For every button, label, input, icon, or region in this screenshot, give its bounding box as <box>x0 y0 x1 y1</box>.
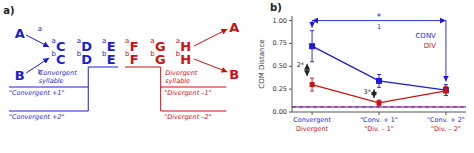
level-label: "Convergent +1" <box>9 89 65 97</box>
y-tick-label: 1.00 <box>273 17 287 25</box>
level-label: "Convergent +2" <box>9 113 65 121</box>
y-tick-label: 0.00 <box>273 108 287 116</box>
significance-mark: 2* <box>297 61 305 69</box>
divergence-arrow <box>194 59 227 72</box>
y-axis <box>292 16 293 112</box>
source-letter: B <box>15 68 25 83</box>
convergence-arrow <box>26 35 49 47</box>
y-tick <box>289 43 292 44</box>
syllable-letter: D <box>81 52 92 67</box>
target-letter: B <box>229 67 239 82</box>
bracket-line <box>9 87 88 88</box>
x-tick-label: "Conv. + 2" <box>427 116 465 124</box>
error-bar <box>377 75 381 88</box>
error-bar <box>377 100 381 105</box>
panel-b: b) COM Distance 0.00 0.25 0.50 0.75 1.00 Conver… <box>258 2 466 133</box>
caption: syllable <box>39 77 64 85</box>
divergence-arrow <box>194 29 227 46</box>
y-tick <box>289 89 292 90</box>
significance-arrow <box>445 21 446 82</box>
target-letter: A <box>229 20 239 35</box>
bracket-line <box>9 111 88 112</box>
point <box>310 82 315 87</box>
y-tick <box>289 112 292 113</box>
panel-label: b) <box>270 2 282 13</box>
plot-data <box>292 31 466 107</box>
error-bar <box>444 85 448 96</box>
point <box>443 88 448 93</box>
y-tick-label: 0.25 <box>273 85 287 93</box>
baseline <box>292 106 466 107</box>
bracket-line <box>88 67 89 111</box>
bracket-line <box>88 67 118 68</box>
bracket-line <box>125 67 161 68</box>
syllable-letter: C <box>56 52 66 67</box>
y-tick <box>289 20 292 21</box>
level-label: "Divergent –2" <box>164 113 212 121</box>
significance-bracket <box>307 64 308 76</box>
significance-arrow <box>312 21 313 28</box>
series-line <box>312 46 446 90</box>
syllable-letter: F <box>130 52 139 67</box>
y-tick-label: 0.75 <box>273 39 287 47</box>
caption: syllable <box>165 77 190 85</box>
figure: a)ABabaCbCaDbDaEbEConvergentsyllable"Con… <box>0 0 474 153</box>
x-tick <box>312 112 313 115</box>
x-tick-label: Convergent <box>293 116 331 124</box>
error-bar <box>310 31 314 62</box>
y-tick <box>289 66 292 67</box>
x-tick-label: Divergent <box>296 125 328 133</box>
significance-label: 1 <box>377 23 381 31</box>
bracket-line <box>160 67 161 111</box>
point <box>309 43 315 49</box>
syllable-letter: G <box>155 52 166 67</box>
x-tick-label: "Div. – 1" <box>364 125 394 133</box>
caption: Divergent <box>165 69 198 77</box>
y-tick-label: 0.50 <box>273 62 287 70</box>
error-bar <box>310 78 314 91</box>
x-tick-label: "Conv. + 1" <box>360 116 398 124</box>
axis-label: COM Distance <box>258 39 266 88</box>
syllable-letter: H <box>180 52 191 67</box>
x-tick-label: "Div. – 2" <box>431 125 461 133</box>
panel-a: a)ABabaCbCaDbDaEbEConvergentsyllable"Con… <box>3 5 239 121</box>
point <box>377 100 382 105</box>
significance-mark: * <box>377 12 382 22</box>
significance-bracket <box>374 89 375 98</box>
legend-entry: CONV <box>415 32 436 40</box>
error-bar <box>444 86 448 95</box>
arrow-label: a <box>38 25 42 33</box>
bracket-line <box>161 111 227 112</box>
x-tick <box>445 112 446 115</box>
level-label: "Divergent –1" <box>164 89 212 97</box>
caption: Convergent <box>39 69 77 77</box>
baseline <box>292 106 466 107</box>
bracket-line <box>161 87 227 88</box>
x-tick <box>379 112 380 115</box>
syllable-letter: E <box>107 52 116 67</box>
point <box>376 78 382 84</box>
legend-entry: DIV <box>424 42 436 50</box>
source-letter: A <box>15 26 25 41</box>
panel-label: a) <box>3 5 14 16</box>
significance-mark: 3* <box>364 88 372 96</box>
